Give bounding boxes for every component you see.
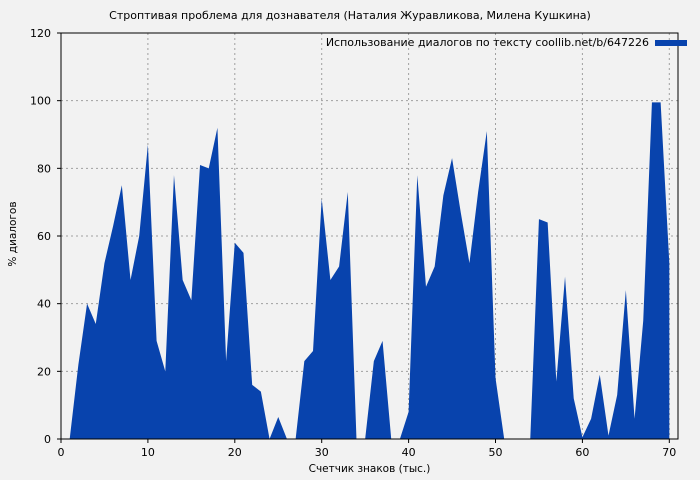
x-tick-label: 50 xyxy=(489,446,503,459)
chart-title: Строптивая проблема для дознавателя (Нат… xyxy=(109,9,591,22)
x-tick-label: 40 xyxy=(402,446,416,459)
y-tick-label: 60 xyxy=(37,230,51,243)
x-tick-label: 0 xyxy=(58,446,65,459)
x-tick-label: 60 xyxy=(575,446,589,459)
y-tick-label: 20 xyxy=(37,365,51,378)
legend: Использование диалогов по тексту coollib… xyxy=(326,36,687,49)
x-axis-label: Счетчик знаков (тыс.) xyxy=(308,463,431,475)
area-series xyxy=(61,102,670,439)
y-tick-label: 100 xyxy=(30,95,51,108)
x-tick-label: 10 xyxy=(141,446,155,459)
x-tick-label: 70 xyxy=(662,446,676,459)
x-tick-label: 30 xyxy=(315,446,329,459)
y-tick-label: 80 xyxy=(37,162,51,175)
y-tick-label: 120 xyxy=(30,27,51,40)
legend-swatch xyxy=(655,39,687,46)
y-tick-label: 40 xyxy=(37,298,51,311)
y-tick-label: 0 xyxy=(44,433,51,446)
legend-label: Использование диалогов по тексту coollib… xyxy=(325,36,649,49)
x-tick-label: 20 xyxy=(228,446,242,459)
